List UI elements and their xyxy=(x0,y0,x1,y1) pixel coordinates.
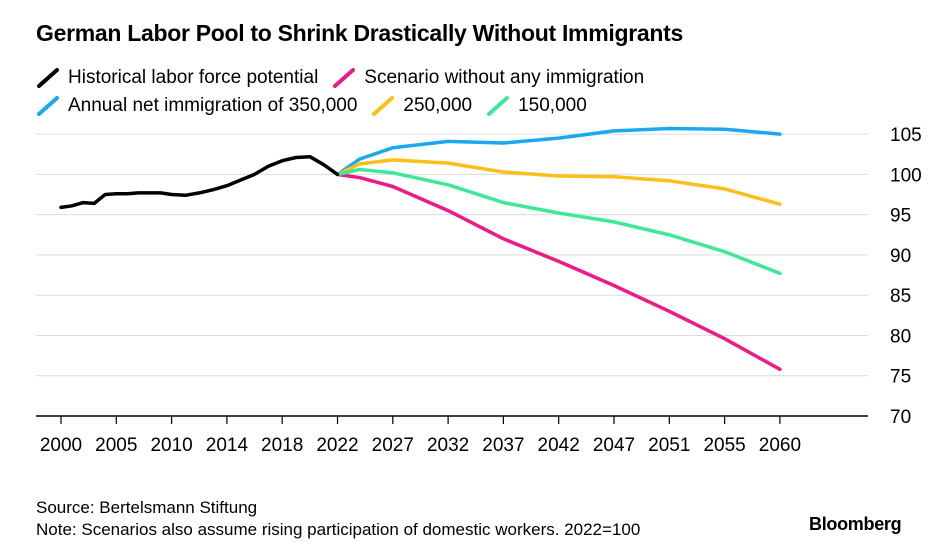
x-tick-label: 2060 xyxy=(759,435,801,456)
series-line-historical-labor-force-potential xyxy=(59,154,340,210)
x-tick-label: 2047 xyxy=(593,435,635,456)
legend-item-no-immigration: Scenario without any immigration xyxy=(332,67,644,89)
x-tick-label: 2005 xyxy=(95,435,137,456)
x-tick-label: 2027 xyxy=(372,435,414,456)
y-tick-label: 75 xyxy=(890,367,911,388)
legend-item-250k: 250,000 xyxy=(371,95,472,117)
legend-label-250k: 250,000 xyxy=(403,95,473,116)
legend-row-2: Annual net immigration of 350,000 250,00… xyxy=(36,92,896,120)
note-text: Note: Scenarios also assume rising parti… xyxy=(36,520,641,539)
x-tick-label: 2055 xyxy=(703,435,745,456)
legend-item-150k: 150,000 xyxy=(486,95,587,117)
series-line-250-000 xyxy=(335,158,782,206)
legend-swatch-no-immigration xyxy=(333,68,356,88)
series-line-annual-net-immigration-of-350-000 xyxy=(335,126,782,177)
legend-label-150k: 150,000 xyxy=(518,95,587,116)
x-tick-label: 2018 xyxy=(261,435,303,456)
footer: Source: Bertelsmann Stiftung Note: Scena… xyxy=(36,497,640,541)
chart-title: German Labor Pool to Shrink Drastically … xyxy=(36,20,683,46)
legend-row-1: Historical labor force potential Scenari… xyxy=(36,64,896,92)
x-tick-label: 2022 xyxy=(316,435,358,456)
legend-swatch-350k xyxy=(37,96,59,116)
legend-label-350k: Annual net immigration of 350,000 xyxy=(68,95,358,116)
legend-swatch-historical xyxy=(37,68,59,88)
y-tick-label: 80 xyxy=(890,326,911,347)
y-tick-label: 95 xyxy=(890,206,911,227)
legend-item-350k: Annual net immigration of 350,000 xyxy=(36,95,357,117)
x-tick-label: 2051 xyxy=(648,435,690,456)
x-tick-label: 2000 xyxy=(40,435,82,456)
legend: Historical labor force potential Scenari… xyxy=(36,64,896,120)
line-chart: 70 75 80 85 90 95 100 105 2000 2005 2010 2014 2018 20… xyxy=(36,125,922,456)
y-tick-label: 105 xyxy=(890,125,922,146)
x-tick-label: 2032 xyxy=(427,435,469,456)
y-tick-label: 100 xyxy=(890,165,922,186)
bloomberg-logo: Bloomberg xyxy=(809,514,902,534)
legend-item-historical: Historical labor force potential xyxy=(36,67,318,89)
x-tick-label: 2037 xyxy=(482,435,524,456)
series-line-150-000 xyxy=(335,167,782,276)
x-tick-label: 2042 xyxy=(538,435,580,456)
legend-label-historical: Historical labor force potential xyxy=(68,67,319,88)
x-tick-label: 2010 xyxy=(150,435,192,456)
y-tick-label: 90 xyxy=(890,246,911,267)
y-tick-label: 85 xyxy=(890,286,911,307)
legend-swatch-250k xyxy=(372,96,395,116)
y-tick-label: 70 xyxy=(890,407,911,428)
source-text: Source: Bertelsmann Stiftung xyxy=(36,498,258,517)
legend-swatch-150k xyxy=(487,96,510,116)
series-line-scenario-without-any-immigration xyxy=(335,172,782,372)
x-tick-label: 2014 xyxy=(206,435,249,456)
legend-label-no-immigration: Scenario without any immigration xyxy=(364,67,645,88)
